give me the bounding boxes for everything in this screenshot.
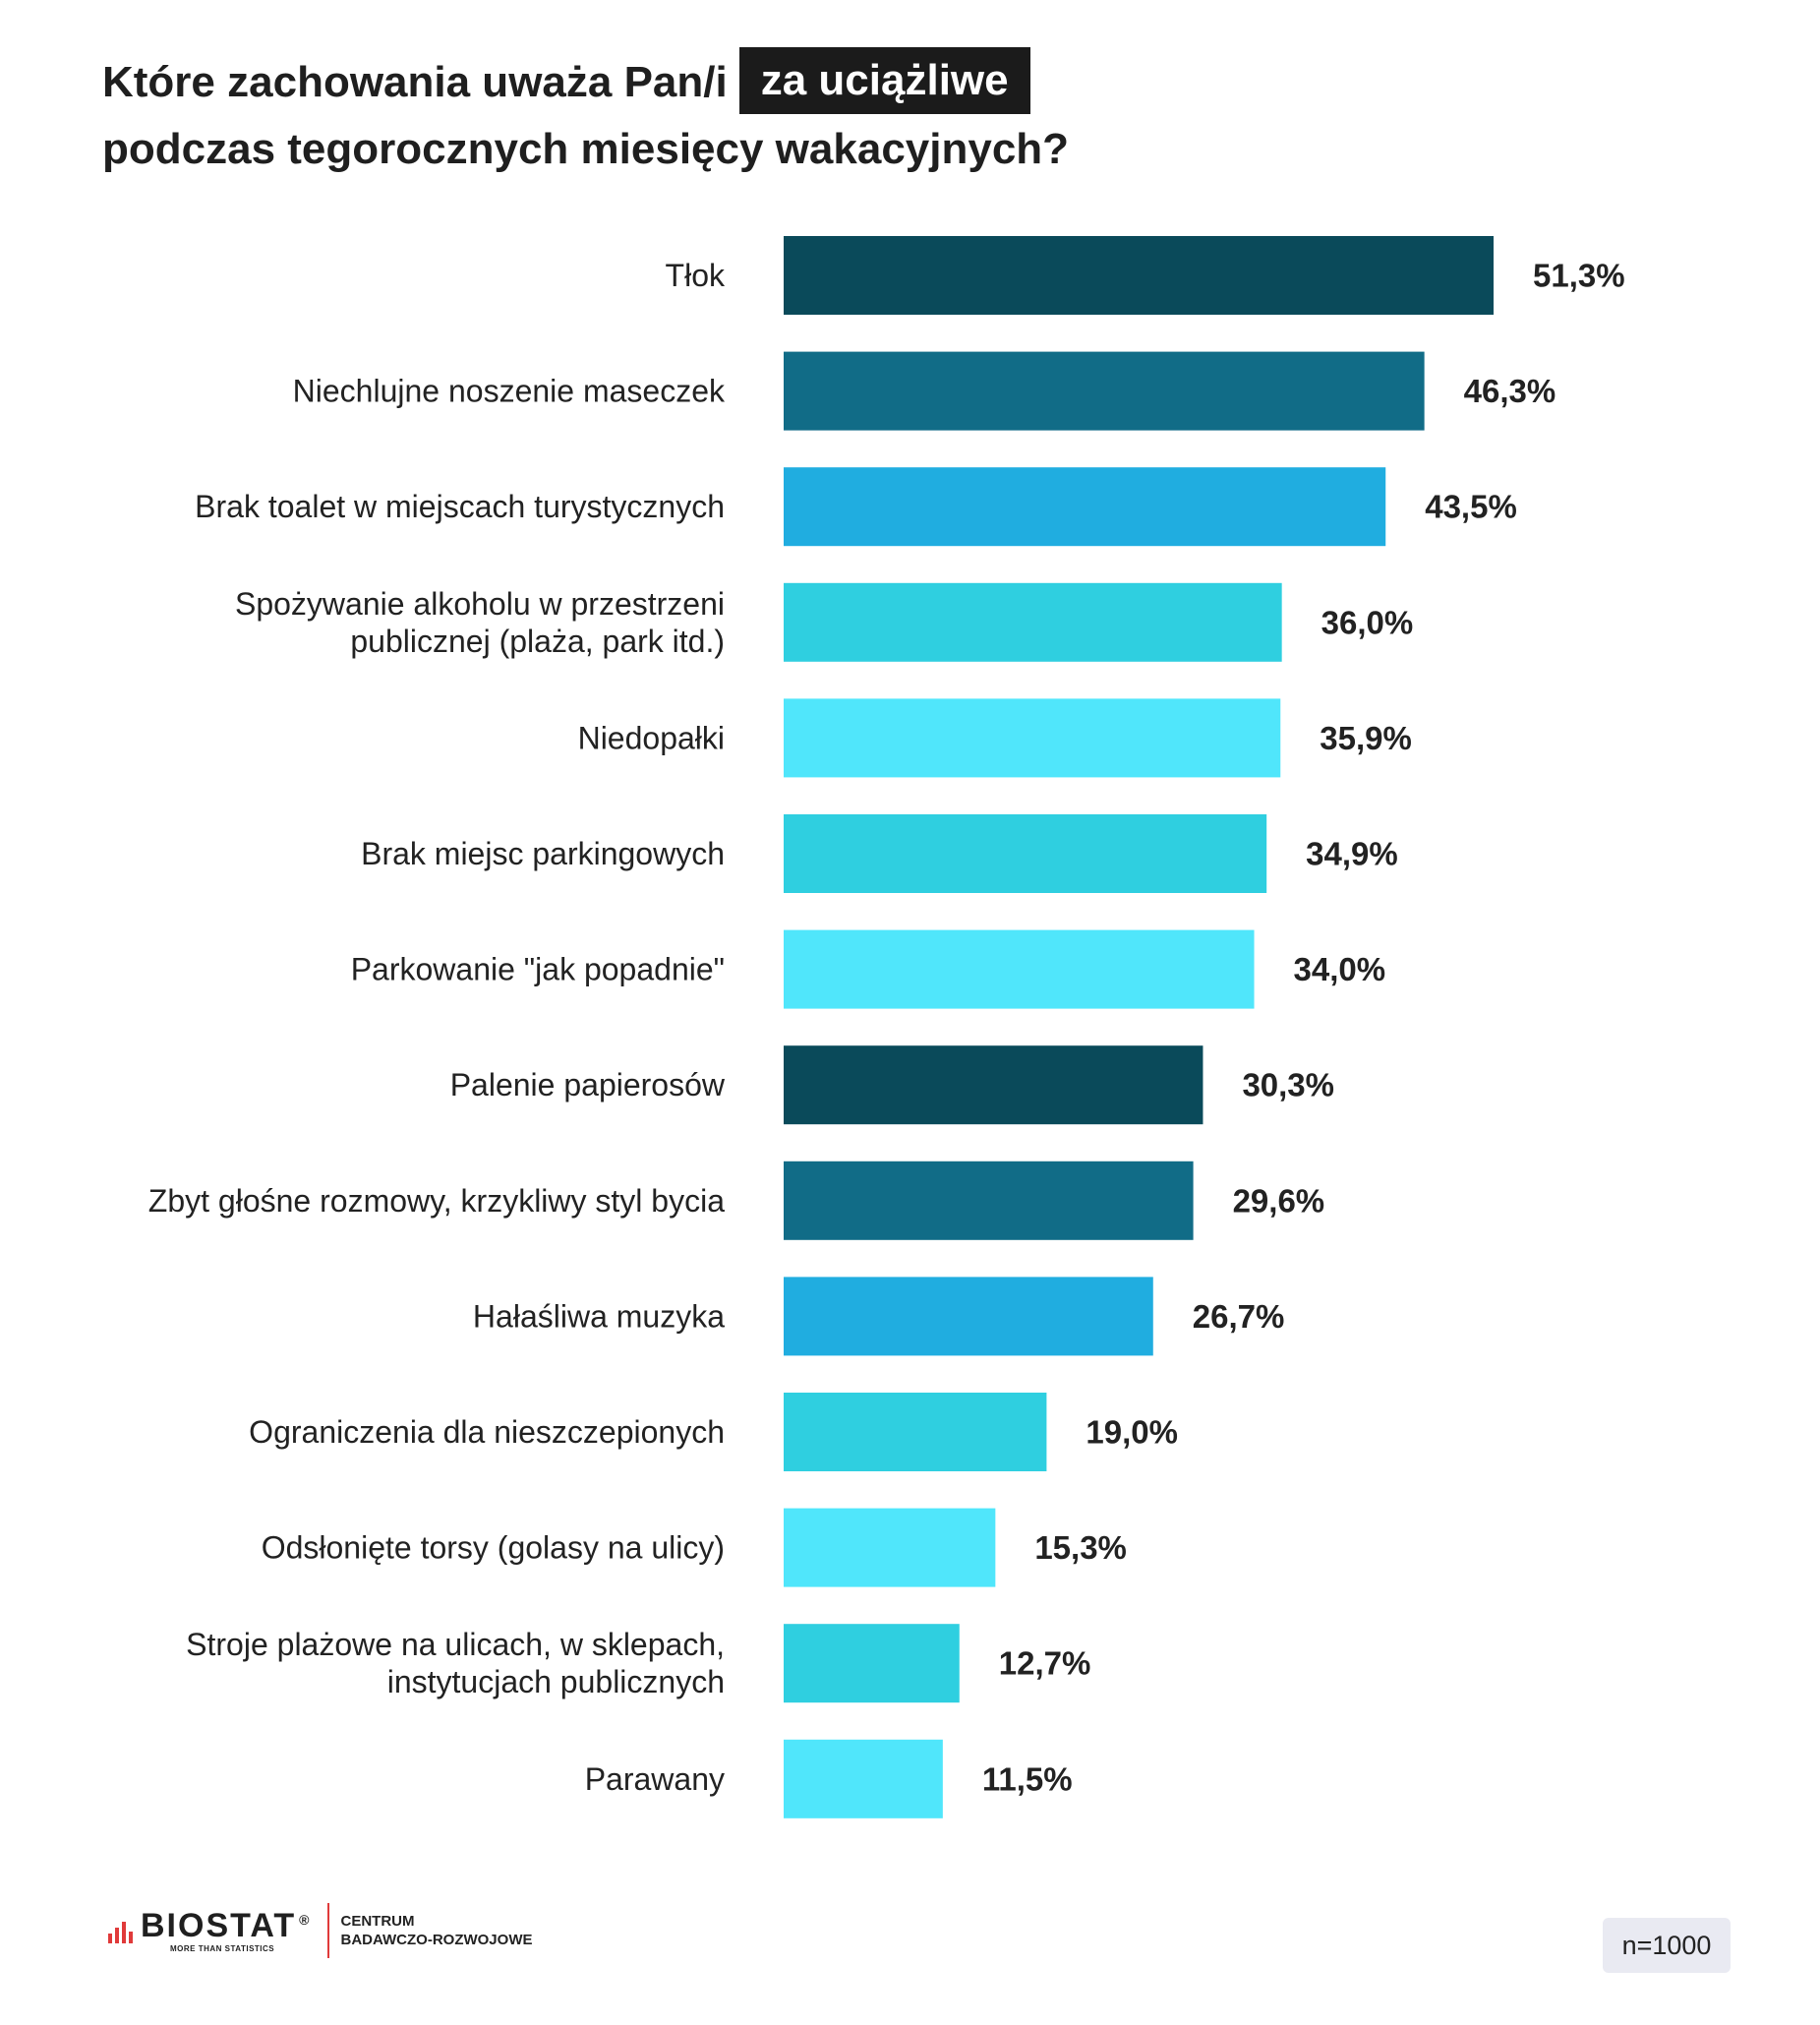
title-line-1: Które zachowania uważa Pan/i za uciążliwe: [102, 47, 1774, 116]
bar-7: [784, 1045, 1204, 1125]
value-label-1: 46,3%: [1464, 373, 1556, 409]
category-label-6: Parkowanie "jak popadnie": [351, 952, 725, 987]
biostat-logo: BIOSTAT ® MORE THAN STATISTICS CENTRUM BA…: [108, 1900, 532, 1961]
bar-13: [784, 1739, 943, 1818]
title-line-2: podczas tegorocznych miesięcy wakacyjnyc…: [102, 125, 1070, 173]
chart-title: Które zachowania uważa Pan/i za uciążliwe…: [102, 47, 1774, 183]
bar-1: [784, 351, 1425, 431]
value-label-0: 51,3%: [1533, 258, 1625, 294]
value-label-4: 35,9%: [1320, 720, 1412, 756]
logo-subtitle: CENTRUM BADAWCZO-ROZWOJOWE: [340, 1913, 533, 1948]
logo-wordmark: BIOSTAT ® MORE THAN STATISTICS: [141, 1909, 312, 1953]
category-label-10: Ograniczenia dla nieszczepionych: [249, 1414, 725, 1450]
value-label-7: 30,3%: [1242, 1067, 1334, 1103]
bar-chart: 51,3% Tłok 46,3% Niechlujne noszenie masecz…: [148, 236, 1625, 1818]
category-label-3: Spożywanie alkoholu w przestrzeni publicz…: [235, 586, 725, 659]
value-label-11: 15,3%: [1034, 1529, 1127, 1566]
bar-11: [784, 1508, 996, 1587]
value-label-3: 36,0%: [1321, 604, 1414, 640]
sample-size-badge: n=1000: [1603, 1918, 1731, 1973]
category-label-9: Hałaśliwa muzyka: [473, 1298, 725, 1334]
bar-9: [784, 1277, 1153, 1356]
bar-10: [784, 1393, 1047, 1471]
category-label-13: Parawany: [585, 1761, 725, 1797]
category-label-1: Niechlujne noszenie maseczek: [293, 374, 726, 409]
bar-12: [784, 1624, 960, 1703]
logo-tagline: MORE THAN STATISTICS: [170, 1943, 275, 1953]
logo-bars-icon: [108, 1918, 133, 1943]
bar-5: [784, 814, 1267, 893]
value-label-13: 11,5%: [982, 1760, 1073, 1797]
value-label-8: 29,6%: [1233, 1182, 1325, 1219]
category-label-8: Zbyt głośne rozmowy, krzykliwy styl byci…: [148, 1183, 725, 1219]
bar-2: [784, 467, 1386, 547]
logo-divider: [326, 1903, 329, 1958]
bar-4: [784, 698, 1281, 778]
category-label-7: Palenie papierosów: [450, 1067, 726, 1102]
category-label-4: Niedopałki: [578, 720, 725, 755]
value-label-10: 19,0%: [1086, 1414, 1178, 1451]
value-label-5: 34,9%: [1306, 836, 1398, 872]
category-label-2: Brak toalet w miejscach turystycznych: [195, 489, 725, 524]
value-label-12: 12,7%: [999, 1645, 1091, 1682]
value-label-9: 26,7%: [1193, 1298, 1285, 1335]
bar-3: [784, 582, 1282, 662]
bar-0: [784, 236, 1494, 315]
bar-6: [784, 929, 1255, 1009]
value-label-2: 43,5%: [1425, 489, 1517, 525]
title-prefix: Które zachowania uważa Pan/i: [102, 58, 728, 106]
category-label-12: Stroje plażowe na ulicach, w sklepach, in…: [186, 1627, 725, 1699]
category-label-5: Brak miejsc parkingowych: [361, 836, 725, 871]
title-highlight: za uciążliwe: [738, 47, 1030, 114]
logo-name: BIOSTAT ®: [141, 1906, 312, 1944]
category-label-11: Odsłonięte torsy (golasy na ulicy): [262, 1530, 725, 1566]
category-label-0: Tłok: [666, 258, 726, 293]
bar-8: [784, 1161, 1194, 1240]
value-label-6: 34,0%: [1294, 951, 1386, 987]
